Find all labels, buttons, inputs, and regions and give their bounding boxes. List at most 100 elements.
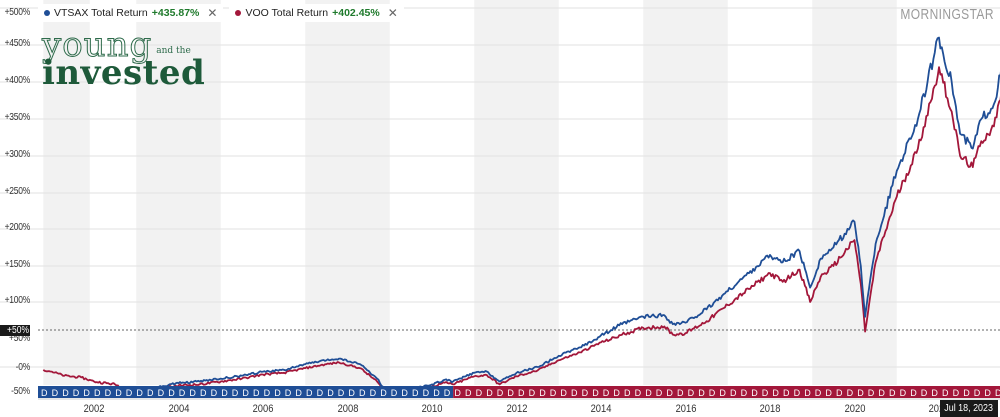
dividend-marker[interactable]: D <box>719 388 726 398</box>
dividend-marker[interactable]: D <box>656 388 663 398</box>
dividend-marker[interactable]: D <box>815 388 822 398</box>
dividend-marker[interactable]: D <box>200 388 207 398</box>
dividend-marker[interactable]: D <box>158 388 165 398</box>
dividend-marker[interactable]: D <box>126 388 133 398</box>
x-tick-label: 2010 <box>421 403 443 415</box>
dividend-marker[interactable]: D <box>433 388 440 398</box>
dividend-marker[interactable]: D <box>836 388 843 398</box>
dividend-marker[interactable]: D <box>454 388 461 398</box>
dividend-marker[interactable]: D <box>635 388 642 398</box>
dividend-marker[interactable]: D <box>274 388 281 398</box>
dividend-marker[interactable]: D <box>953 388 960 398</box>
dividend-marker[interactable]: D <box>147 388 154 398</box>
legend-item-voo[interactable]: VOO Total Return +402.45% ✕ <box>229 4 404 22</box>
dividend-marker[interactable]: D <box>62 388 69 398</box>
dividend-marker[interactable]: D <box>391 388 398 398</box>
dividend-marker[interactable]: D <box>168 388 175 398</box>
dividend-marker[interactable]: D <box>624 388 631 398</box>
dividend-marker[interactable]: D <box>221 388 228 398</box>
dividend-marker[interactable]: D <box>730 388 737 398</box>
dividend-marker[interactable]: D <box>476 388 483 398</box>
dividend-marker[interactable]: D <box>772 388 779 398</box>
dividend-marker[interactable]: D <box>115 388 122 398</box>
dividend-marker[interactable]: D <box>550 388 557 398</box>
dividend-marker[interactable]: D <box>783 388 790 398</box>
dividend-marker[interactable]: D <box>571 388 578 398</box>
dividend-marker[interactable]: D <box>348 388 355 398</box>
dividend-marker[interactable]: D <box>868 388 875 398</box>
dividend-marker[interactable]: D <box>603 388 610 398</box>
dividend-marker[interactable]: D <box>359 388 366 398</box>
dividend-marker[interactable]: D <box>412 388 419 398</box>
dividend-marker[interactable]: D <box>889 388 896 398</box>
dividend-marker[interactable]: D <box>910 388 917 398</box>
dividend-marker[interactable]: D <box>582 388 589 398</box>
dividend-marker[interactable]: D <box>295 388 302 398</box>
close-icon[interactable]: ✕ <box>387 6 398 20</box>
dividend-marker[interactable]: D <box>52 388 59 398</box>
dividend-marker[interactable]: D <box>41 388 48 398</box>
dividend-marker[interactable]: D <box>306 388 313 398</box>
dividend-marker[interactable]: D <box>338 388 345 398</box>
dividend-marker[interactable]: D <box>105 388 112 398</box>
dividend-marker[interactable]: D <box>857 388 864 398</box>
dividend-marker[interactable]: D <box>327 388 334 398</box>
vtsax-line[interactable] <box>135 36 1000 397</box>
dividend-marker[interactable]: D <box>613 388 620 398</box>
dividend-marker[interactable]: D <box>762 388 769 398</box>
dividend-marker[interactable]: D <box>211 388 218 398</box>
dividend-marker[interactable]: D <box>688 388 695 398</box>
dividend-marker[interactable]: D <box>253 388 260 398</box>
dividend-marker[interactable]: D <box>751 388 758 398</box>
dividend-marker[interactable]: D <box>518 388 525 398</box>
dividend-marker[interactable]: D <box>804 388 811 398</box>
dividend-marker[interactable]: D <box>974 388 981 398</box>
dividend-marker[interactable]: D <box>921 388 928 398</box>
dividend-marker[interactable]: D <box>380 388 387 398</box>
dividend-marker[interactable]: D <box>465 388 472 398</box>
dividend-marker[interactable]: D <box>995 388 1000 398</box>
dividend-marker[interactable]: D <box>73 388 80 398</box>
dividend-marker[interactable]: D <box>677 388 684 398</box>
dividend-marker[interactable]: D <box>507 388 514 398</box>
dividend-marker[interactable]: D <box>232 388 239 398</box>
dividend-marker[interactable]: D <box>179 388 186 398</box>
dividend-marker[interactable]: D <box>539 388 546 398</box>
dividend-marker[interactable]: D <box>486 388 493 398</box>
dividend-marker[interactable]: D <box>741 388 748 398</box>
dividend-marker[interactable]: D <box>900 388 907 398</box>
dividend-marker[interactable]: D <box>794 388 801 398</box>
dividend-marker[interactable]: D <box>645 388 652 398</box>
voo-line[interactable] <box>42 66 1000 397</box>
dividend-marker[interactable]: D <box>666 388 673 398</box>
dividend-marker[interactable]: D <box>242 388 249 398</box>
dividend-marker[interactable]: D <box>942 388 949 398</box>
close-icon[interactable]: ✕ <box>207 6 218 20</box>
dividend-marker[interactable]: D <box>94 388 101 398</box>
dividend-marker[interactable]: D <box>847 388 854 398</box>
dividend-marker[interactable]: D <box>423 388 430 398</box>
dividend-marker[interactable]: D <box>497 388 504 398</box>
dividend-marker[interactable]: D <box>698 388 705 398</box>
dividend-marker[interactable]: D <box>825 388 832 398</box>
dividend-marker[interactable]: D <box>317 388 324 398</box>
dividend-marker[interactable]: D <box>264 388 271 398</box>
dividend-marker[interactable]: D <box>83 388 90 398</box>
x-tick-label: 2004 <box>168 403 189 415</box>
dividend-marker[interactable]: D <box>984 388 991 398</box>
dividend-marker[interactable]: D <box>285 388 292 398</box>
dividend-marker[interactable]: D <box>878 388 885 398</box>
dividend-marker[interactable]: D <box>370 388 377 398</box>
dividend-marker[interactable]: D <box>592 388 599 398</box>
dividend-marker[interactable]: D <box>963 388 970 398</box>
dividend-marker[interactable]: D <box>529 388 536 398</box>
dividend-marker[interactable]: D <box>560 388 567 398</box>
legend-item-vtsax[interactable]: VTSAX Total Return +435.87% ✕ <box>38 4 224 22</box>
dividend-marker[interactable]: D <box>401 388 408 398</box>
dividend-marker[interactable]: D <box>709 388 716 398</box>
dividend-marker[interactable]: D <box>931 388 938 398</box>
dividend-marker[interactable]: D <box>136 388 143 398</box>
dividend-marker[interactable]: D <box>444 388 451 398</box>
dividend-marker[interactable]: D <box>189 388 196 398</box>
